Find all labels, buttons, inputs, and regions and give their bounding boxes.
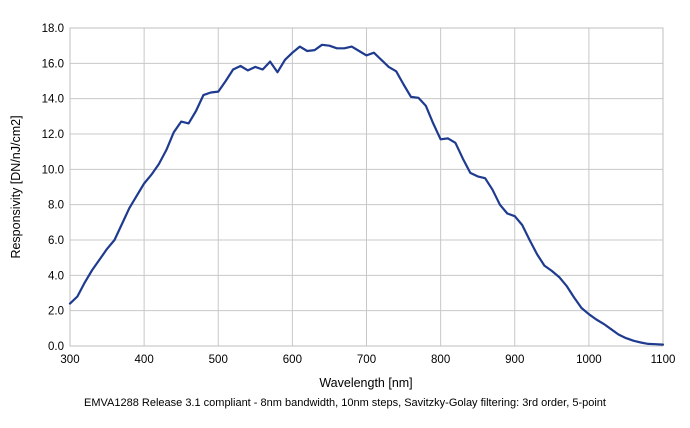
x-tick-label: 400	[135, 354, 154, 366]
x-tick-labels: 300 400 500 600 700 800 900 1000 1100	[60, 354, 675, 366]
y-tick-label: 0.0	[48, 341, 64, 353]
plot-frame	[69, 27, 664, 347]
x-tick-label: 700	[357, 354, 376, 366]
y-tick-label: 14.0	[42, 94, 64, 106]
y-tick-label: 12.0	[42, 129, 64, 141]
x-tick-label: 1000	[576, 354, 602, 366]
y-tick-label: 10.0	[42, 164, 64, 176]
x-tick-label: 600	[283, 354, 302, 366]
y-tick-label: 2.0	[48, 306, 64, 318]
y-tick-label: 6.0	[48, 235, 64, 247]
x-tick-label: 900	[505, 354, 524, 366]
y-tick-label: 8.0	[48, 200, 64, 212]
x-tick-label: 300	[60, 354, 79, 366]
x-axis-label: Wavelength [nm]	[319, 376, 412, 390]
chart-caption: EMVA1288 Release 3.1 compliant - 8nm ban…	[84, 397, 606, 409]
x-tick-label: 1100	[651, 354, 676, 366]
y-tick-label: 16.0	[42, 58, 64, 70]
y-tick-label: 4.0	[48, 270, 64, 282]
y-tick-labels: 0.0 2.0 4.0 6.0 8.0 10.0 12.0 14.0 16.0 18.0	[42, 23, 64, 353]
x-tick-label: 800	[431, 354, 450, 366]
y-tick-label: 18.0	[42, 23, 64, 35]
responsivity-chart: 0.0 2.0 4.0 6.0 8.0 10.0 12.0 14.0 16.0 18.0 300 4…	[9, 23, 675, 390]
responsivity-series-line	[68, 43, 665, 346]
x-tick-label: 500	[209, 354, 228, 366]
y-axis-label: Responsivity [DN/nJ/cm2]	[9, 115, 23, 258]
